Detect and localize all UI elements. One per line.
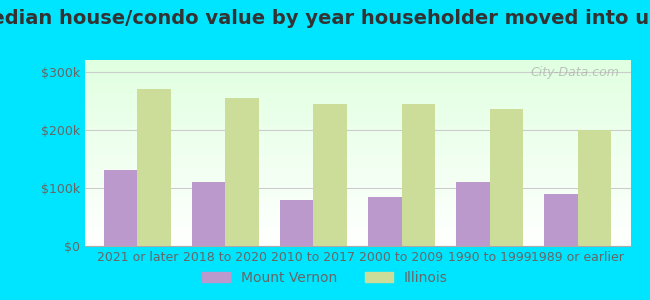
Bar bbox=[280, 200, 313, 246]
Bar bbox=[104, 170, 137, 246]
Bar bbox=[226, 98, 259, 246]
Text: City-Data.com: City-Data.com bbox=[530, 66, 619, 79]
Text: Median house/condo value by year householder moved into unit: Median house/condo value by year househo… bbox=[0, 9, 650, 28]
Bar bbox=[578, 130, 611, 246]
Legend: Mount Vernon, Illinois: Mount Vernon, Illinois bbox=[196, 265, 454, 290]
Bar bbox=[313, 103, 347, 246]
Bar bbox=[192, 182, 226, 246]
Bar bbox=[402, 103, 435, 246]
Bar bbox=[489, 110, 523, 246]
Bar bbox=[368, 196, 402, 246]
Bar bbox=[137, 89, 171, 246]
Bar bbox=[456, 182, 489, 246]
Bar bbox=[544, 194, 578, 246]
